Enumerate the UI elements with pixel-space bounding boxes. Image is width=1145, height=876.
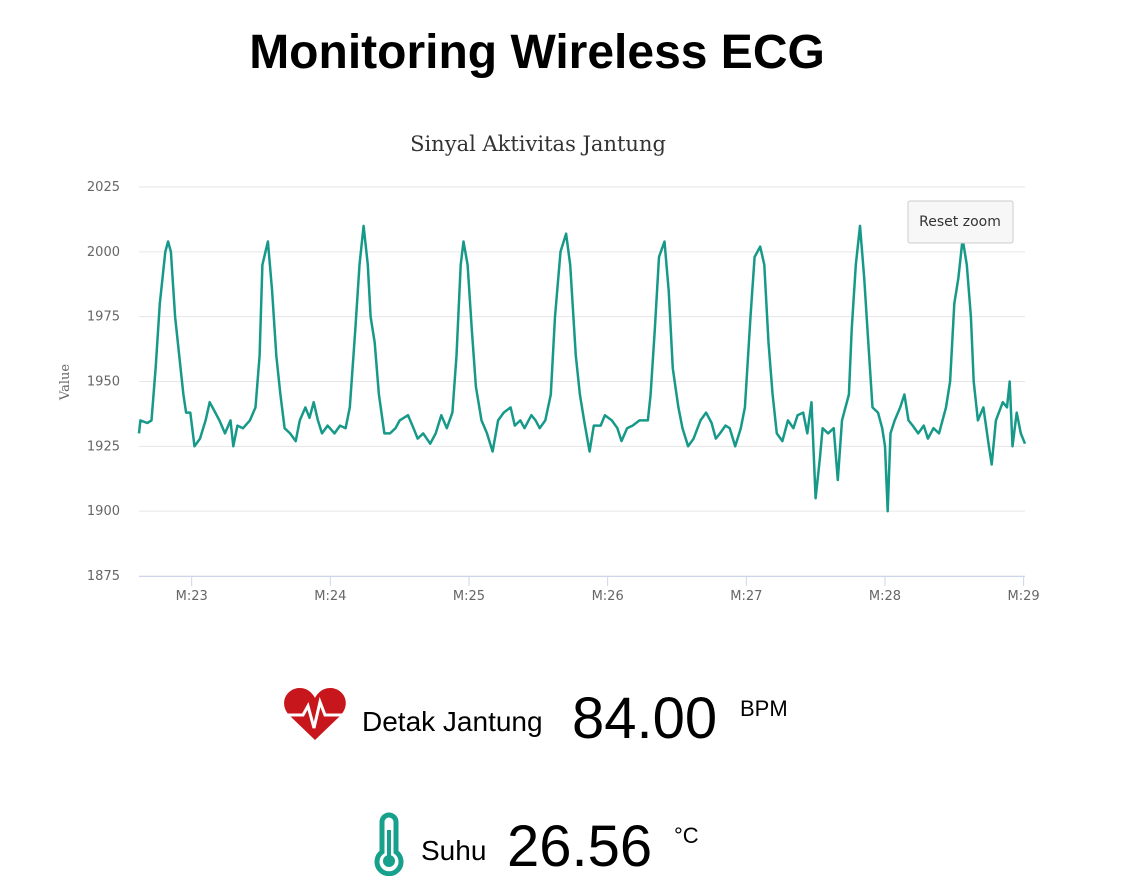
heart-icon — [284, 688, 346, 740]
temperature-label: Suhu — [421, 835, 486, 866]
x-tick-label: M:24 — [314, 589, 346, 604]
temperature-value: 26.56 — [507, 814, 652, 876]
chart-title: Sinyal Aktivitas Jantung — [410, 132, 666, 156]
y-tick-label: 1950 — [87, 375, 120, 390]
heart-shape — [284, 688, 346, 740]
temperature-unit: °C — [674, 823, 699, 848]
y-tick-label: 1975 — [87, 310, 120, 325]
button-label[interactable]: Reset zoom — [919, 214, 1001, 230]
heart-unit: BPM — [740, 696, 788, 721]
x-tick-label: M:23 — [176, 589, 208, 604]
heart-pulse — [284, 696, 346, 729]
heart-label: Detak Jantung — [362, 706, 543, 737]
y-tick-label: 2025 — [87, 180, 120, 195]
thermometer-icon — [374, 812, 404, 876]
thermometer-bulb — [383, 855, 395, 867]
x-tick-label: M:29 — [1008, 589, 1040, 604]
page-title: Monitoring Wireless ECG — [249, 26, 825, 79]
y-tick-label: 1900 — [87, 504, 120, 519]
heart-value: 84.00 — [572, 686, 717, 751]
x-tick-label: M:25 — [453, 589, 485, 604]
x-tick-label: M:28 — [869, 589, 901, 604]
y-tick-label: 1875 — [87, 569, 120, 584]
plot: 1875 1900 1925 1950 1975 2000 2025 M:23 M:24 M:25… — [87, 180, 1040, 604]
x-tick-label: M:27 — [730, 589, 762, 604]
y-tick-label: 1925 — [87, 439, 120, 454]
button-box[interactable] — [907, 200, 1014, 244]
thermometer-level — [387, 830, 391, 856]
y-tick-label: 2000 — [87, 245, 120, 260]
x-tick-label: M:26 — [592, 589, 624, 604]
y-axis-label: Value — [58, 364, 73, 401]
ecg-line — [137, 224, 1027, 513]
reset-zoom-button[interactable]: Reset zoom — [907, 200, 1014, 244]
